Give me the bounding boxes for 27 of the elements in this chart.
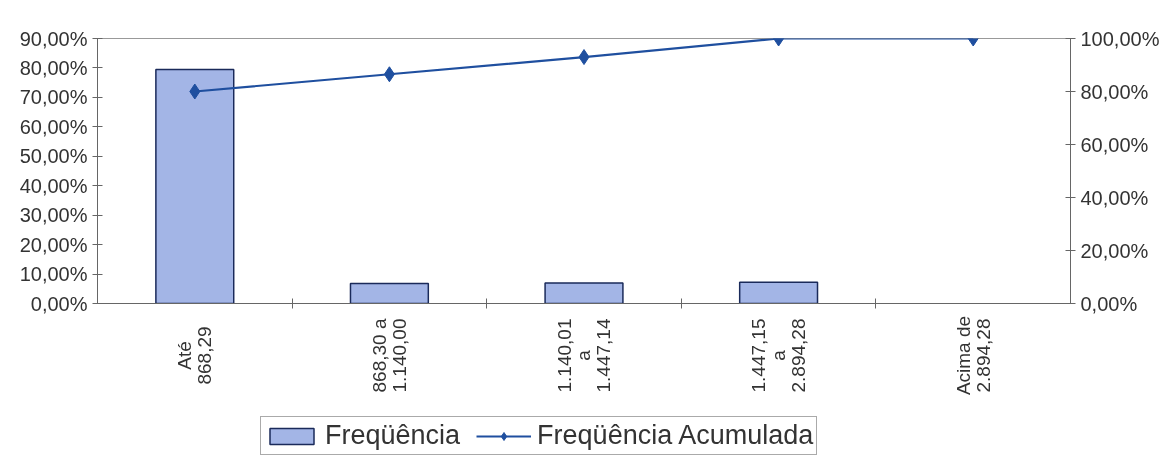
legend-label: Freqüência [325,420,461,451]
y-tick-label: 40,00% [19,174,88,197]
y-tick-label: 80,00% [19,56,88,79]
x-tick-label: 1.447,15 a 2.894,28 [748,318,810,393]
y-tick-label: 0,00% [30,292,88,315]
x-tick-label: Até 868,29 [174,326,216,385]
bar [544,282,624,304]
y-tick-label: 10,00% [19,263,88,286]
y-tick-label: 60,00% [19,115,88,138]
y2-tick-label: 20,00% [1080,239,1149,262]
x-tick-label: 1.140,01 a 1.447,14 [553,318,615,393]
bar [349,282,430,304]
x-tick-label: 868,30 a 1.140,00 [368,318,410,393]
y2-tick-label: 0,00% [1080,292,1138,315]
legend-label: Freqüência Acumulada [537,420,814,451]
y-tick-label: 70,00% [19,86,88,109]
y2-tick-label: 100,00% [1080,27,1160,50]
y2-tick-label: 40,00% [1080,186,1149,209]
y-tick-label: 30,00% [19,204,88,227]
bar [155,68,235,304]
bar [738,281,819,304]
y2-tick-label: 80,00% [1080,80,1149,103]
y-tick-label: 20,00% [19,233,88,256]
y-tick-label: 90,00% [19,27,88,50]
x-tick-label: Acima de 2.894,28 [952,315,994,396]
y-tick-label: 50,00% [19,145,88,168]
y2-tick-label: 60,00% [1080,133,1149,156]
